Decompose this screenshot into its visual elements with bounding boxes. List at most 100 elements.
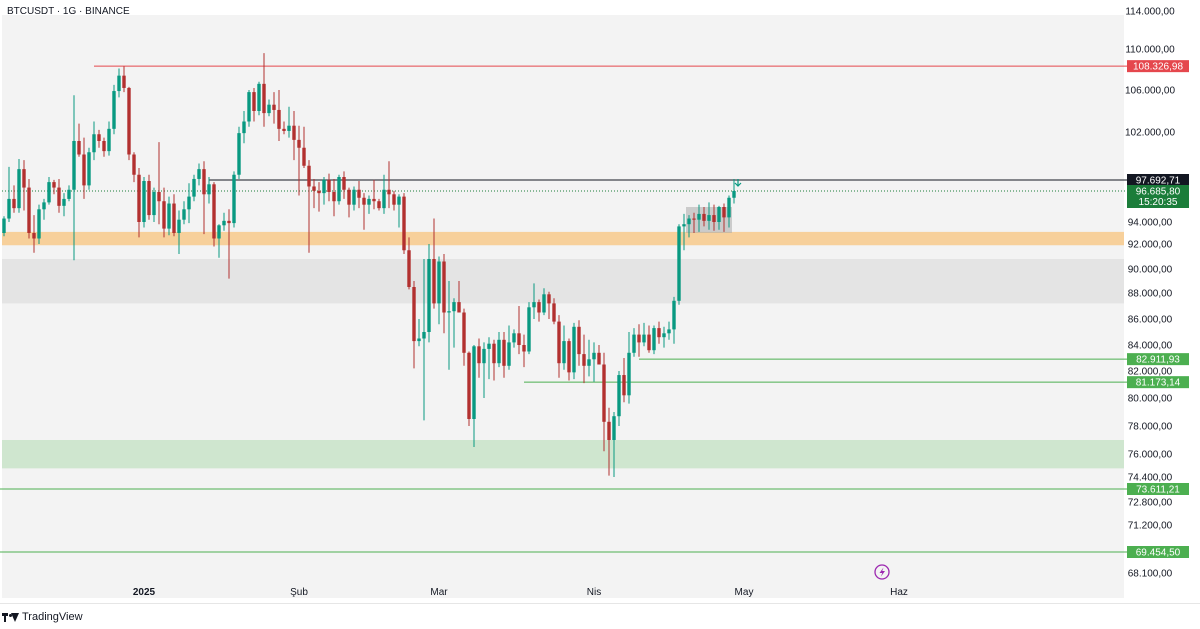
candle-body [237,133,241,175]
candle-body [77,141,81,155]
brand-label: TradingView [22,611,83,623]
price-tick-label: 68.100,00 [1128,569,1173,580]
candle-body [157,191,161,202]
plot-area [2,15,1124,598]
candle-body [217,225,221,239]
tradingview-brand[interactable]: TradingView [2,611,83,623]
candle-body [482,348,486,364]
candle-body [87,152,91,186]
candle-body [52,182,56,188]
price-tick-label: 90.000,00 [1128,265,1173,276]
candle-body [662,333,666,338]
candle-body [422,332,426,339]
candle-body [27,187,31,233]
ticker-label: BTCUSDT · 1G · BINANCE [7,6,130,17]
candle-body [732,190,736,198]
zone-1 [2,259,1124,304]
candle-body [12,198,16,209]
candle-body [57,187,61,206]
candle-body [592,352,596,360]
candle-body [122,75,126,88]
candle-body [272,104,276,110]
candle-body [22,169,26,188]
candle-body [702,213,706,221]
candle-body [257,83,261,111]
candle-body [687,218,691,225]
candle-body [397,196,401,205]
candle-body [182,209,186,220]
candle-body [107,128,111,152]
time-axis[interactable]: Ara2025ŞubMarNisMayHaz [0,587,908,598]
price-tick-label: 86.000,00 [1128,315,1173,326]
candle-body [97,134,101,141]
candle-body [682,224,686,227]
countdown-label: 15:20:35 [1139,197,1178,208]
candle-body [7,198,11,219]
candle-body [632,334,636,353]
candle-body [202,169,206,195]
candle-body [212,184,216,239]
level-badge [1127,353,1189,366]
candle-body [527,307,531,352]
candle-body [67,189,71,199]
candle-body [312,186,316,191]
candle-body [197,169,201,179]
candle-body [232,174,236,224]
candle-body [652,328,656,351]
time-tick-label: 2025 [133,587,156,598]
candle-body [117,75,121,92]
candle-body [507,342,511,366]
candle-body [547,294,551,304]
tradingview-logo-icon [2,612,19,622]
candle-body [362,197,366,205]
candle-body [277,109,281,129]
candle-body [542,294,546,313]
candle-body [627,352,631,396]
candle-body [252,92,256,111]
candle-body [407,250,411,287]
price-tick-label: 82.000,00 [1128,367,1173,378]
price-tick-label: 102.000,00 [1125,128,1175,139]
candle-body [62,198,66,206]
candle-body [622,375,626,396]
time-tick-label: Haz [890,587,908,598]
zone-2 [2,440,1124,469]
price-tick-label: 88.000,00 [1128,289,1173,300]
candle-body [387,189,391,195]
candle-body [572,326,576,373]
candle-body [447,311,451,313]
candle-body [297,139,301,148]
candle-body [307,165,311,187]
candle-body [562,341,566,364]
candle-body [322,179,326,194]
price-tick-label: 106.000,00 [1125,86,1175,97]
arrow-down-icon [734,179,742,187]
candle-body [282,128,286,131]
candle-body [262,83,266,114]
zone-0 [2,231,1124,246]
candle-body [537,302,541,313]
candle-body [462,312,466,353]
candle-body [672,300,676,330]
level-badge-label: 97.692,71 [1136,176,1181,187]
candle-body [37,209,41,239]
price-axis[interactable]: 108.326,98 97.692,71 82.911,93 81.173,14 73.… [1125,7,1189,580]
candle-body [727,197,731,218]
candle-body [587,359,591,366]
candle-body [302,147,306,166]
price-tick-label: 114.000,00 [1125,7,1175,18]
candle-body [452,302,456,312]
level-badge [1127,174,1189,186]
candle-body [457,302,461,313]
levels-layer [0,65,1130,553]
price-tick-label: 110.000,00 [1125,45,1175,56]
candle-body [602,364,606,422]
candle-body [127,87,131,155]
candle-body [147,181,151,216]
candle-body [467,352,471,419]
candle-body [517,333,521,345]
price-tick-label: 76.000,00 [1128,450,1173,461]
level-badge [1127,482,1189,495]
price-tick-label: 84.000,00 [1128,341,1173,352]
